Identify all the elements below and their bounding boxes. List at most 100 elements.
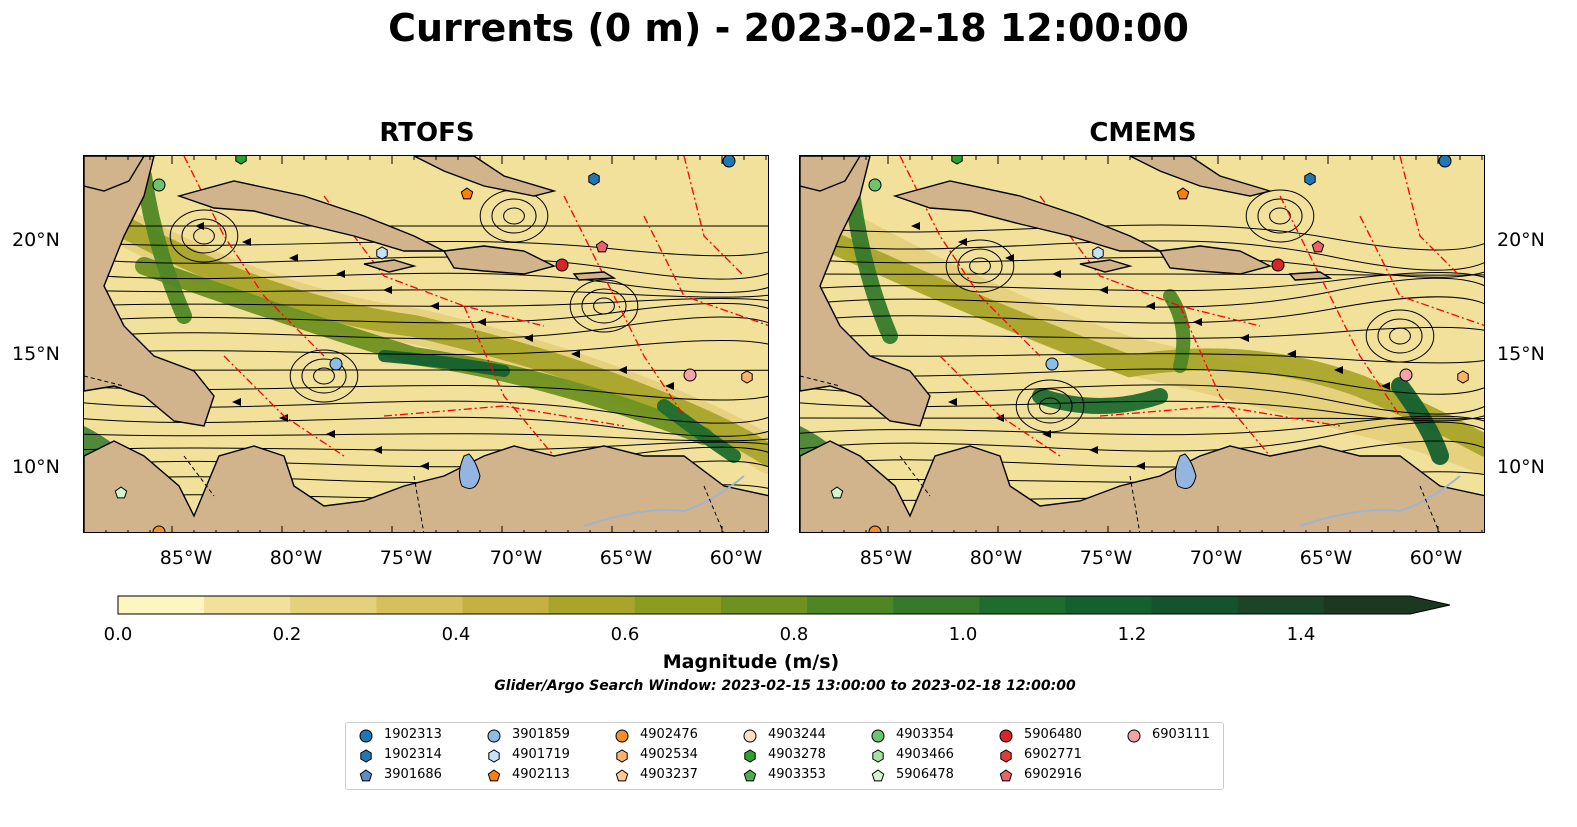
lon-label-75w-rtofs: 75°W	[379, 547, 433, 569]
axis-ticks	[800, 156, 1483, 532]
float-marker	[376, 246, 388, 260]
hexagon-marker-icon	[488, 749, 500, 763]
colorbar-tick-0: 0.0	[103, 624, 133, 645]
circle-marker-icon	[487, 729, 501, 743]
legend-label: 4903237	[640, 767, 698, 782]
river	[1299, 475, 1461, 527]
float-marker	[595, 240, 609, 253]
hexagon-marker-icon	[616, 749, 628, 763]
axis-ticks	[84, 156, 767, 532]
legend-label: 3901859	[512, 727, 570, 742]
panel-title-rtofs: RTOFS	[379, 118, 475, 148]
colorbar-segment	[893, 596, 980, 614]
legend-label: 4903278	[768, 747, 826, 762]
hexagon-marker-icon	[1000, 749, 1012, 763]
map-cmems	[799, 155, 1485, 533]
lat-label-10n-right: 10°N	[1497, 456, 1545, 478]
float-marker	[1092, 246, 1104, 260]
float-legend: 1902313 1902314 3901686 3901859 4901719 49021…	[345, 722, 1224, 790]
float-marker	[1438, 156, 1452, 168]
legend-label: 6903111	[1152, 727, 1210, 742]
pentagon-marker-icon	[743, 769, 757, 782]
float-marker	[951, 156, 963, 165]
country-borders	[84, 375, 724, 532]
float-marker	[1311, 240, 1325, 253]
circle-marker-icon	[999, 729, 1013, 743]
float-markers	[114, 156, 753, 532]
float-marker	[152, 178, 166, 192]
colorbar-segment	[1151, 596, 1239, 614]
lat-label-15n-left: 15°N	[12, 343, 60, 365]
colorbar-tick-5: 1.0	[948, 624, 978, 645]
pentagon-marker-icon	[871, 769, 885, 782]
circle-marker-icon	[743, 729, 757, 743]
colorbar-segment	[204, 596, 291, 614]
pentagon-marker-icon	[359, 769, 373, 782]
legend-label: 4902534	[640, 747, 698, 762]
lat-label-20n-left: 20°N	[12, 229, 60, 251]
float-marker	[1399, 368, 1413, 382]
colorbar-segment	[118, 596, 205, 614]
float-marker	[1271, 258, 1285, 272]
colorbar-tick-1: 0.2	[272, 624, 302, 645]
figure-title: Currents (0 m) - 2023-02-18 12:00:00	[388, 6, 1189, 50]
pentagon-marker-icon	[487, 769, 501, 782]
float-marker	[235, 156, 247, 165]
pentagon-marker-icon	[999, 769, 1013, 782]
lon-label-75w-cmems: 75°W	[1079, 547, 1133, 569]
colorbar-segment	[462, 596, 550, 614]
float-marker	[588, 172, 600, 186]
eez-boundaries	[899, 156, 1484, 457]
legend-label: 6902771	[1024, 747, 1082, 762]
float-marker	[722, 156, 736, 168]
colorbar-segment	[1065, 596, 1153, 614]
colorbar-outline	[117, 595, 1451, 615]
legend-label: 5906478	[896, 767, 954, 782]
river	[583, 475, 745, 527]
float-marker	[329, 357, 343, 371]
lon-label-70w-rtofs: 70°W	[489, 547, 543, 569]
legend-label: 5906480	[1024, 727, 1082, 742]
float-marker	[868, 525, 882, 532]
legend-label: 4901719	[512, 747, 570, 762]
colorbar-segment	[1237, 596, 1325, 614]
circle-marker-icon	[1127, 729, 1141, 743]
lon-label-60w-cmems: 60°W	[1409, 547, 1463, 569]
colorbar-segment	[634, 596, 722, 614]
colorbar-extend-arrow	[1323, 596, 1450, 614]
legend-label: 1902314	[384, 747, 442, 762]
legend-label: 4902476	[640, 727, 698, 742]
float-marker	[741, 370, 753, 384]
lon-label-85w-cmems: 85°W	[859, 547, 913, 569]
hexagon-marker-icon	[744, 749, 756, 763]
legend-label: 4903354	[896, 727, 954, 742]
land-masses	[800, 156, 1484, 532]
colorbar-tick-3: 0.6	[610, 624, 640, 645]
circle-marker-icon	[359, 729, 373, 743]
colorbar-segment	[807, 596, 894, 614]
hexagon-marker-icon	[872, 749, 884, 763]
lon-label-80w-cmems: 80°W	[969, 547, 1023, 569]
hexagon-marker-icon	[360, 749, 372, 763]
colorbar-segment	[376, 596, 464, 614]
legend-label: 4902113	[512, 767, 570, 782]
land-masses	[84, 156, 768, 532]
float-marker	[868, 178, 882, 192]
float-marker	[460, 187, 474, 200]
legend-label: 1902313	[384, 727, 442, 742]
lon-label-65w-rtofs: 65°W	[599, 547, 653, 569]
legend-label: 4903353	[768, 767, 826, 782]
legend-label: 3901686	[384, 767, 442, 782]
float-marker	[1304, 172, 1316, 186]
colorbar-label: Magnitude (m/s)	[662, 651, 840, 673]
legend-label: 4903466	[896, 747, 954, 762]
colorbar-segment	[290, 596, 377, 614]
colorbar-segment	[720, 596, 808, 614]
pentagon-marker-icon	[615, 769, 629, 782]
colorbar	[117, 595, 1451, 615]
panel-title-cmems: CMEMS	[1089, 118, 1197, 148]
float-marker	[1045, 357, 1059, 371]
lake-maracaibo	[1174, 453, 1197, 489]
circle-marker-icon	[871, 729, 885, 743]
lon-label-65w-cmems: 65°W	[1299, 547, 1353, 569]
